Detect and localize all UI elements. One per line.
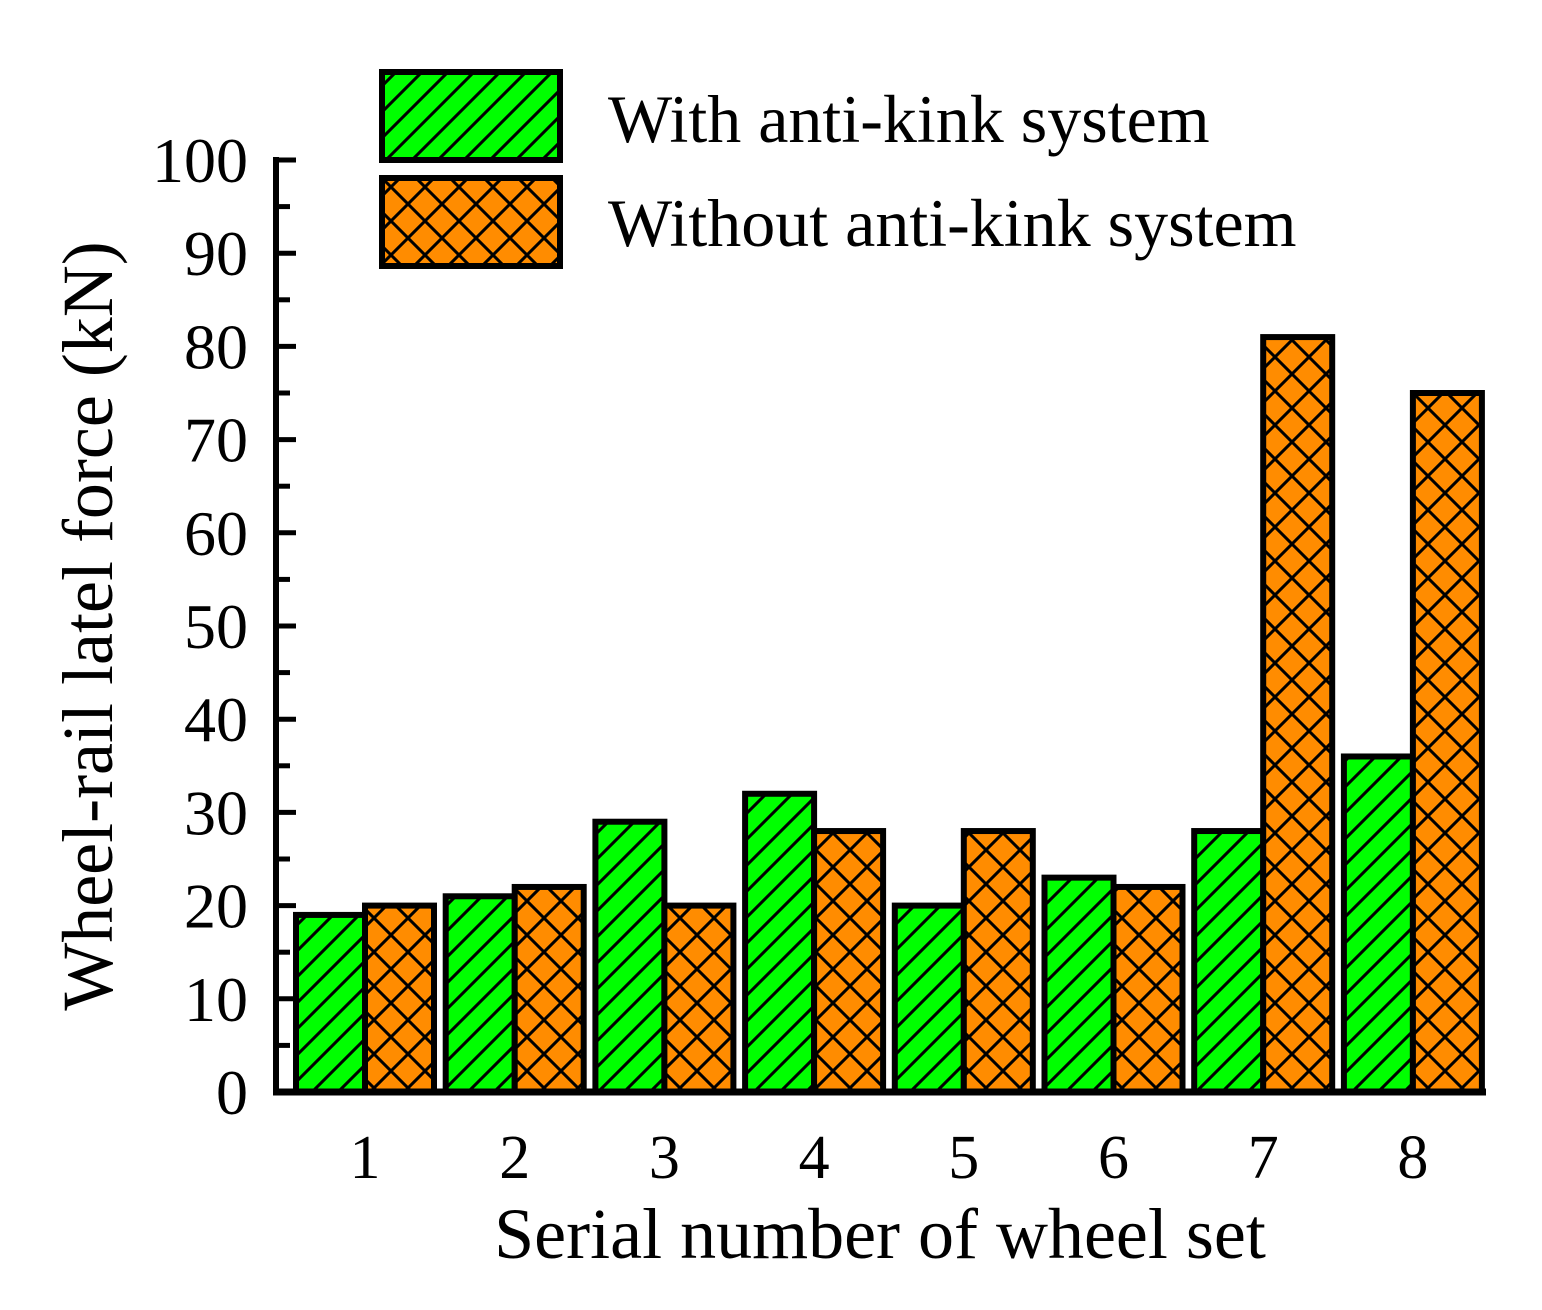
x-tick-label: 3: [649, 1124, 680, 1192]
bar-with-5: [891, 902, 967, 1095]
bar-without-1: [362, 902, 437, 1095]
y-tick-label: 50: [184, 591, 248, 662]
y-tick-label: 10: [184, 964, 248, 1035]
legend-label-with: With anti-kink system: [608, 81, 1210, 157]
bars-layer: [293, 334, 1485, 1096]
x-tick-label: 1: [350, 1124, 381, 1192]
y-tick-label: 40: [184, 684, 248, 755]
legend: With anti-kink system Without anti-kink …: [379, 69, 1297, 269]
bar-without-8: [1409, 390, 1485, 1095]
bar-with-8: [1340, 753, 1416, 1095]
x-tick-label: 4: [799, 1124, 830, 1192]
x-tick-label: 8: [1397, 1124, 1428, 1192]
legend-swatch-with: [379, 69, 563, 163]
y-tick-label: 80: [184, 311, 248, 382]
y-axis-title: Wheel-rail latel force (kN): [48, 241, 128, 1011]
bar-with-4: [742, 790, 818, 1095]
x-tick-label: 7: [1248, 1124, 1279, 1192]
x-axis-title: Serial number of wheel set: [494, 1194, 1266, 1274]
bar-without-4: [811, 828, 887, 1095]
y-tick-label: 20: [184, 871, 248, 942]
bar-with-2: [442, 893, 518, 1096]
legend-label-without: Without anti-kink system: [608, 185, 1297, 261]
y-tick-label: 0: [216, 1057, 248, 1128]
y-tick-label: 30: [184, 777, 248, 848]
bar-without-2: [511, 883, 587, 1096]
y-tick-label: 90: [184, 218, 248, 289]
legend-swatch-without: [379, 175, 563, 269]
y-tick-label: 60: [184, 498, 248, 569]
x-tick-label: 6: [1098, 1124, 1129, 1192]
bar-without-6: [1110, 883, 1186, 1096]
bar-with-3: [592, 818, 668, 1095]
x-tick-label: 5: [948, 1124, 979, 1192]
bar-with-7: [1191, 828, 1267, 1095]
bar-with-1: [293, 911, 368, 1095]
bar-without-5: [960, 828, 1036, 1095]
bar-without-3: [661, 902, 737, 1095]
bar-without-7: [1260, 334, 1336, 1095]
y-tick-label: 100: [152, 125, 248, 196]
y-tick-label: 70: [184, 405, 248, 476]
x-tick-label: 2: [499, 1124, 530, 1192]
bar-with-6: [1041, 874, 1117, 1096]
